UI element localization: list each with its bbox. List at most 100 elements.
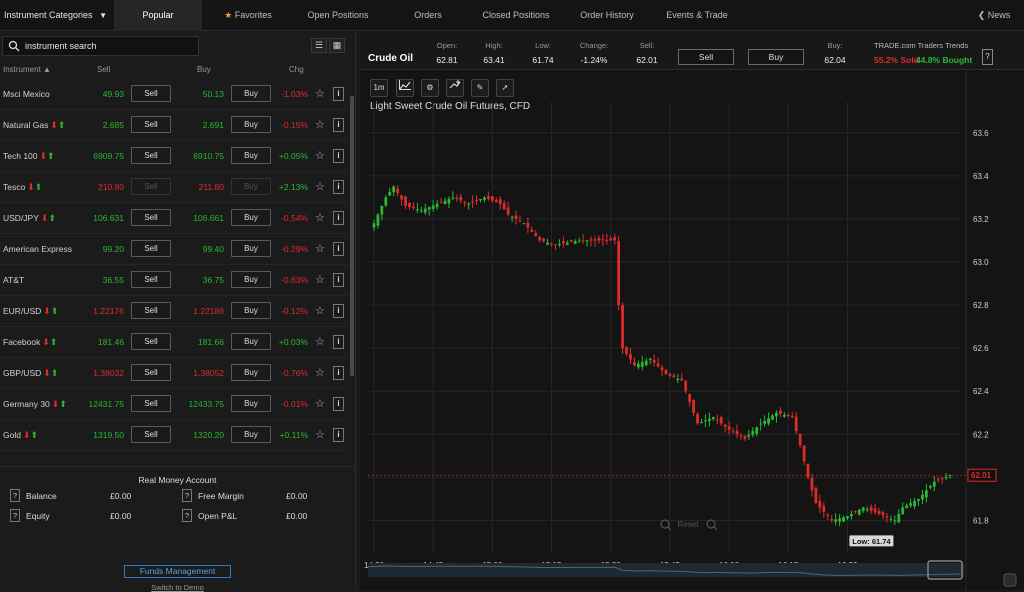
buy-button[interactable]: Buy: [231, 116, 271, 133]
favorite-star-icon[interactable]: ☆: [315, 305, 325, 317]
instrument-row[interactable]: Tesco ⬇⬆ 210.80 Sell 211.80 Buy +2.13% ☆ i: [0, 172, 348, 203]
buy-button[interactable]: Buy: [231, 333, 271, 350]
help-icon[interactable]: ?: [182, 509, 192, 522]
info-icon[interactable]: i: [333, 211, 344, 225]
favorite-star-icon[interactable]: ☆: [315, 150, 325, 162]
favorite-star-icon[interactable]: ☆: [315, 336, 325, 348]
candle-body: [372, 223, 376, 228]
sell-button[interactable]: Sell: [131, 209, 171, 226]
instrument-row[interactable]: Germany 30 ⬇⬆ 12431.75 Sell 12433.75 Buy -0.01…: [0, 389, 348, 420]
indicators-icon[interactable]: [446, 79, 464, 97]
buy-button[interactable]: Buy: [231, 426, 271, 443]
favorite-star-icon[interactable]: ☆: [315, 181, 325, 193]
sell-button[interactable]: Sell: [131, 85, 171, 102]
buy-button[interactable]: Buy: [231, 240, 271, 257]
sell-button[interactable]: Sell: [131, 116, 171, 133]
favorite-star-icon[interactable]: ☆: [315, 88, 325, 100]
info-icon[interactable]: i: [333, 180, 344, 194]
buy-button[interactable]: Buy: [231, 302, 271, 319]
instrument-row[interactable]: Gold ⬇⬆ 1319.50 Sell 1320.20 Buy +0.11% ☆ i: [0, 420, 348, 451]
candle-body: [873, 508, 877, 513]
favorite-star-icon[interactable]: ☆: [315, 274, 325, 286]
list-view-icon[interactable]: ☰: [311, 38, 327, 53]
instrument-row[interactable]: American Express 99.20 Sell 99.40 Buy -0.29% ☆…: [0, 234, 348, 265]
sell-button[interactable]: Sell: [131, 271, 171, 288]
buy-button[interactable]: Buy: [231, 395, 271, 412]
favorite-star-icon[interactable]: ☆: [315, 243, 325, 255]
favorite-star-icon[interactable]: ☆: [315, 367, 325, 379]
help-icon[interactable]: ?: [10, 509, 20, 522]
buy-button[interactable]: Buy: [231, 147, 271, 164]
settings-gear-icon[interactable]: ⚙: [421, 79, 439, 97]
sell-button[interactable]: Sell: [678, 49, 734, 65]
sell-button[interactable]: Sell: [131, 147, 171, 164]
buy-button[interactable]: Buy: [231, 209, 271, 226]
info-icon[interactable]: i: [333, 366, 344, 380]
sell-price: 6909.75: [93, 151, 124, 161]
sell-button[interactable]: Sell: [131, 426, 171, 443]
info-icon[interactable]: i: [333, 87, 344, 101]
tab-open-positions[interactable]: Open Positions: [307, 10, 369, 20]
sell-button[interactable]: Sell: [131, 302, 171, 319]
buy-button[interactable]: Buy: [748, 49, 804, 65]
help-icon[interactable]: ?: [182, 489, 192, 502]
chart-settings-corner-icon: [1003, 573, 1017, 587]
instrument-row[interactable]: Facebook ⬇⬆ 181.46 Sell 181.66 Buy +0.03% ☆ i: [0, 327, 348, 358]
instrument-row[interactable]: Tech 100 ⬇⬆ 6909.75 Sell 6910.75 Buy +0.05% ☆ i: [0, 141, 348, 172]
switch-to-demo-link[interactable]: Switch to Demo: [151, 583, 204, 592]
low-annotation-label: Low: 61.74: [852, 537, 891, 546]
info-icon[interactable]: i: [333, 304, 344, 318]
candle-body: [475, 199, 478, 201]
grid-view-icon[interactable]: ▦: [329, 38, 345, 53]
buy-button[interactable]: Buy: [231, 364, 271, 381]
tab-popular[interactable]: Popular: [114, 0, 202, 31]
tab-closed-positions[interactable]: Closed Positions: [482, 10, 550, 20]
tab-events-trade[interactable]: Events & Trade: [666, 10, 728, 20]
favorite-star-icon[interactable]: ☆: [315, 119, 325, 131]
sell-button[interactable]: Sell: [131, 178, 171, 195]
chart-type-icon[interactable]: [396, 79, 414, 97]
candle-body: [439, 202, 443, 204]
favorite-star-icon[interactable]: ☆: [315, 398, 325, 410]
list-scrollbar[interactable]: [350, 96, 354, 376]
favorite-star-icon[interactable]: ☆: [315, 212, 325, 224]
instrument-row[interactable]: AT&T 36.55 Sell 36.75 Buy -0.63% ☆ i: [0, 265, 348, 296]
pencil-icon[interactable]: ✎: [471, 79, 489, 97]
info-icon[interactable]: i: [333, 118, 344, 132]
info-icon[interactable]: i: [333, 242, 344, 256]
buy-button[interactable]: Buy: [231, 85, 271, 102]
instrument-row[interactable]: EUR/USD ⬇⬆ 1.22176 Sell 1.22186 Buy -0.12% ☆ i: [0, 296, 348, 327]
buy-button[interactable]: Buy: [231, 271, 271, 288]
search-input[interactable]: [25, 39, 195, 53]
info-icon[interactable]: i: [333, 149, 344, 163]
help-icon[interactable]: ?: [10, 489, 20, 502]
buy-button[interactable]: Buy: [231, 178, 271, 195]
instrument-row[interactable]: USD/JPY ⬇⬆ 106.631 Sell 106.661 Buy -0.54% ☆ i: [0, 203, 348, 234]
instrument-row[interactable]: GBP/USD ⬇⬆ 1.38032 Sell 1.38052 Buy -0.76% ☆ i: [0, 358, 348, 389]
sell-button[interactable]: Sell: [131, 240, 171, 257]
cursor-icon[interactable]: ➚: [496, 79, 514, 97]
column-instrument[interactable]: Instrument ▲: [3, 65, 51, 74]
instrument-row[interactable]: Msci Mexico 49.93 Sell 50.13 Buy -1.03% ☆ i: [0, 79, 348, 110]
candle-body: [538, 237, 542, 241]
instrument-categories-dropdown[interactable]: Instrument Categories ▼: [0, 0, 113, 31]
favorite-star-icon[interactable]: ☆: [315, 429, 325, 441]
funds-management-button[interactable]: Funds Management: [124, 565, 231, 578]
news-button[interactable]: ❮ News: [977, 10, 1011, 20]
instrument-row[interactable]: Natural Gas ⬇⬆ 2.685 Sell 2.691 Buy -0.15% ☆ i: [0, 110, 348, 141]
instrument-search[interactable]: [2, 36, 199, 56]
tab-favorites[interactable]: ★ Favorites: [224, 10, 272, 20]
sell-button[interactable]: Sell: [131, 333, 171, 350]
sell-button[interactable]: Sell: [131, 395, 171, 412]
info-icon[interactable]: i: [333, 335, 344, 349]
price-chart[interactable]: 1m ⚙ ✎ ➚ Light Sweet Crude Oil Futures, …: [360, 72, 1024, 590]
tab-orders[interactable]: Orders: [414, 10, 442, 20]
sell-button[interactable]: Sell: [131, 364, 171, 381]
tab-order-history[interactable]: Order History: [580, 10, 634, 20]
candle-body: [609, 238, 613, 241]
info-icon[interactable]: i: [333, 273, 344, 287]
info-icon[interactable]: i: [333, 397, 344, 411]
info-icon[interactable]: i: [333, 428, 344, 442]
interval-button[interactable]: 1m: [370, 79, 388, 97]
trends-help-button[interactable]: ?: [982, 49, 993, 65]
